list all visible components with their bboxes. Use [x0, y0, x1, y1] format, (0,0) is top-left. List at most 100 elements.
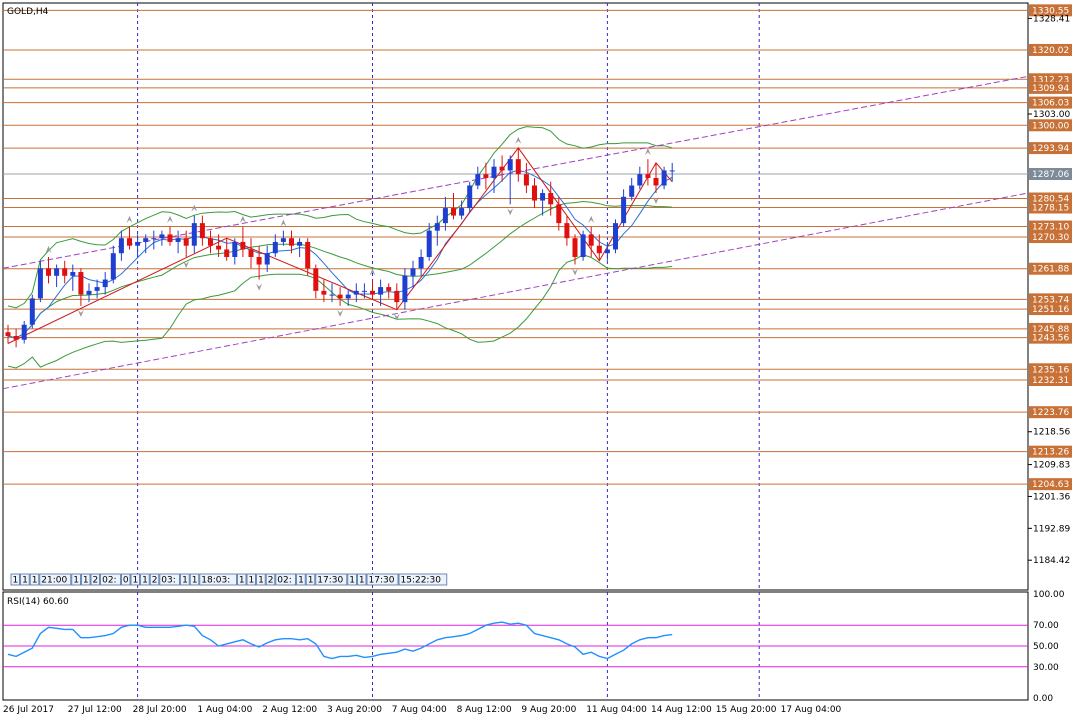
candle-body[interactable] — [426, 230, 432, 257]
candle-body[interactable] — [645, 174, 651, 178]
candle-body[interactable] — [297, 241, 303, 246]
candle-body[interactable] — [564, 223, 570, 239]
candle-body[interactable] — [280, 238, 286, 242]
label-tag[interactable] — [189, 573, 200, 586]
candle-body[interactable] — [183, 238, 189, 246]
candle-body[interactable] — [240, 241, 246, 250]
label-tag[interactable] — [366, 573, 399, 586]
candle-body[interactable] — [556, 204, 562, 224]
candle-body[interactable] — [78, 272, 84, 295]
candle-body[interactable] — [248, 249, 254, 257]
label-tag[interactable] — [296, 573, 306, 586]
candle-body[interactable] — [329, 294, 335, 296]
label-tag[interactable] — [356, 573, 367, 586]
candle-body[interactable] — [434, 223, 440, 231]
label-tag[interactable] — [100, 573, 121, 586]
label-tag[interactable] — [149, 573, 160, 586]
candle-body[interactable] — [151, 238, 157, 240]
candle-body[interactable] — [621, 196, 627, 224]
label-tag[interactable] — [130, 573, 141, 586]
candle-body[interactable] — [127, 238, 132, 246]
candle-body[interactable] — [37, 268, 43, 299]
candle-body[interactable] — [191, 223, 197, 246]
candle-body[interactable] — [143, 238, 149, 242]
candle-body[interactable] — [459, 208, 465, 216]
candle-body[interactable] — [272, 241, 278, 254]
candle-body[interactable] — [402, 275, 408, 303]
candle-body[interactable] — [305, 241, 311, 269]
label-tag[interactable] — [180, 573, 190, 586]
candle-body[interactable] — [321, 290, 327, 295]
candle-body[interactable] — [499, 166, 505, 171]
label-tag[interactable] — [140, 573, 150, 586]
candle-body[interactable] — [491, 166, 497, 178]
candle-body[interactable] — [110, 253, 116, 280]
candle-body[interactable] — [135, 241, 141, 246]
label-tag[interactable] — [246, 573, 257, 586]
candle-body[interactable] — [394, 290, 400, 303]
candle-body[interactable] — [232, 241, 238, 257]
candle-body[interactable] — [159, 234, 165, 239]
candle-body[interactable] — [118, 238, 124, 254]
candle-body[interactable] — [467, 185, 473, 209]
candle-body[interactable] — [596, 245, 602, 254]
candle-body[interactable] — [661, 170, 667, 186]
candle-body[interactable] — [94, 287, 100, 291]
label-tag[interactable] — [29, 573, 40, 586]
candle-body[interactable] — [483, 174, 489, 178]
label-tag[interactable] — [315, 573, 348, 586]
candle-body[interactable] — [370, 290, 375, 295]
candle-body[interactable] — [313, 268, 319, 291]
candle-body[interactable] — [532, 185, 537, 201]
candle-body[interactable] — [264, 253, 270, 265]
candle-body[interactable] — [199, 223, 205, 239]
candle-body[interactable] — [361, 290, 367, 292]
candle-body[interactable] — [548, 193, 554, 205]
candle-body[interactable] — [523, 174, 529, 186]
label-tag[interactable] — [39, 573, 72, 586]
candle-body[interactable] — [167, 234, 173, 242]
label-tag[interactable] — [236, 573, 247, 586]
candle-body[interactable] — [70, 272, 76, 276]
label-tag[interactable] — [256, 573, 266, 586]
label-tag[interactable] — [90, 573, 101, 586]
candle-body[interactable] — [515, 159, 521, 175]
candle-body[interactable] — [653, 177, 659, 186]
candle-body[interactable] — [62, 268, 68, 276]
label-tag[interactable] — [10, 573, 21, 586]
candle-body[interactable] — [208, 238, 213, 246]
candle-body[interactable] — [46, 268, 51, 276]
candle-body[interactable] — [629, 185, 635, 197]
candle-body[interactable] — [588, 234, 594, 246]
label-tag[interactable] — [305, 573, 316, 586]
candle-body[interactable] — [410, 268, 416, 276]
label-tag[interactable] — [275, 573, 296, 586]
candle-body[interactable] — [337, 294, 343, 299]
candle-body[interactable] — [580, 234, 586, 257]
channel-upper[interactable] — [2, 75, 1029, 269]
candle-body[interactable] — [13, 336, 19, 340]
label-tag[interactable] — [347, 573, 357, 586]
candle-body[interactable] — [540, 193, 546, 201]
candle-body[interactable] — [345, 294, 351, 299]
candle-body[interactable] — [86, 290, 92, 295]
candle-body[interactable] — [175, 238, 181, 242]
candle-body[interactable] — [442, 208, 448, 224]
candle-body[interactable] — [613, 223, 618, 250]
candle-body[interactable] — [604, 249, 610, 254]
candle-body[interactable] — [256, 256, 262, 265]
label-tag[interactable] — [71, 573, 81, 586]
candle-body[interactable] — [386, 287, 392, 291]
candle-body[interactable] — [102, 279, 108, 288]
candle-body[interactable] — [289, 238, 294, 246]
candle-body[interactable] — [669, 170, 675, 172]
label-tag[interactable] — [159, 573, 181, 586]
channel-lower[interactable] — [2, 192, 1029, 390]
label-tag[interactable] — [121, 573, 131, 586]
label-tag[interactable] — [398, 573, 448, 586]
candle-body[interactable] — [29, 298, 35, 325]
candle-body[interactable] — [507, 159, 513, 171]
label-tag[interactable] — [265, 573, 276, 586]
candle-body[interactable] — [637, 174, 643, 186]
